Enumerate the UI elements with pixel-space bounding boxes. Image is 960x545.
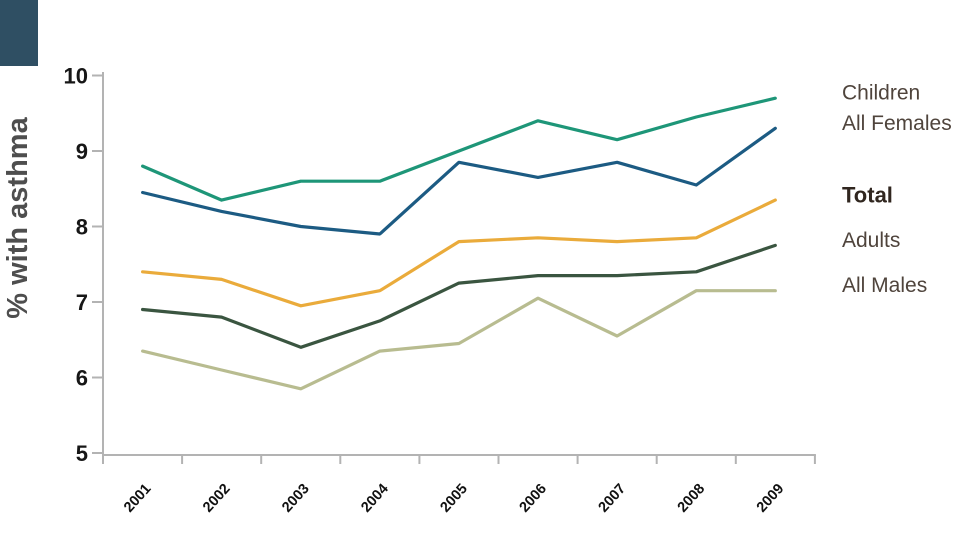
x-tick-label: 2004 <box>358 481 391 516</box>
y-tick-label: 6 <box>76 366 88 391</box>
legend-label-adults: Adults <box>842 229 900 252</box>
y-tick-label: 5 <box>76 441 88 466</box>
series-line-all-females <box>141 126 777 236</box>
legend-label-all-females: All Females <box>842 112 952 135</box>
y-tick-label: 10 <box>64 64 88 89</box>
x-tick-label: 2008 <box>675 481 708 516</box>
x-tick-label: 2006 <box>517 481 550 516</box>
x-tick-label: 2003 <box>279 481 312 516</box>
chart-axes <box>92 72 816 464</box>
x-tick-label: 2001 <box>121 481 154 516</box>
legend-label-all-males: All Males <box>842 274 927 297</box>
legend-label-children: Children <box>842 82 920 105</box>
y-tick-label: 8 <box>76 215 88 240</box>
series-line-total <box>141 198 777 308</box>
series-line-adults <box>141 243 777 349</box>
y-tick-label: 7 <box>76 290 88 315</box>
legend-label-total: Total <box>842 183 893 208</box>
x-tick-label: 2005 <box>437 481 470 516</box>
series-line-children <box>141 96 777 202</box>
x-tick-label: 2002 <box>200 481 233 516</box>
series-line-all-males <box>141 289 777 391</box>
x-tick-label: 2007 <box>596 481 629 516</box>
corner-accent-block <box>0 0 38 66</box>
y-axis-title: % with asthma <box>2 116 34 318</box>
x-tick-label: 2009 <box>754 481 787 516</box>
y-tick-label: 9 <box>76 139 88 164</box>
chart-series <box>141 96 777 391</box>
